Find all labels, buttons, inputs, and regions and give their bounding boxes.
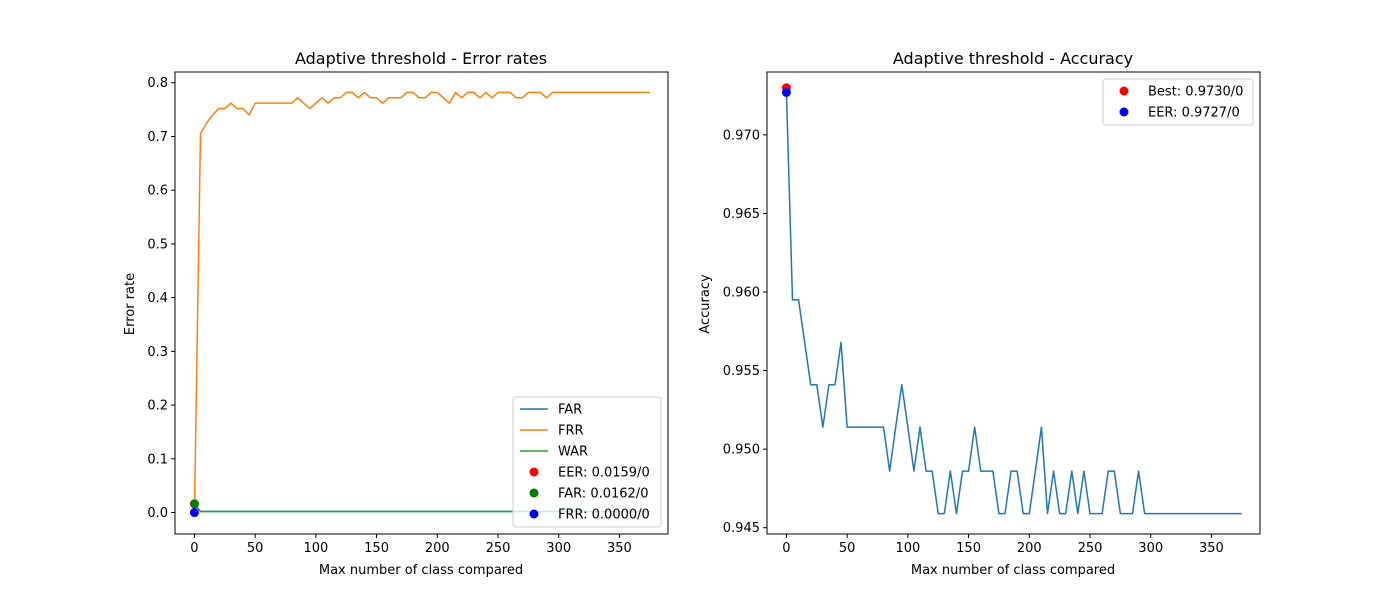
error-rates-legend: FAR FRR WAR EER: 0.0159/0 FAR: 0.0162/0 FRR: … [512, 396, 662, 528]
error-rates-marker-2 [189, 508, 199, 518]
error-rates-legend-point-label-2: FRR: 0.0000/0 [558, 508, 650, 523]
error-rates-ytick-label: 0.2 [147, 399, 168, 414]
accuracy-marker-1 [781, 87, 791, 97]
accuracy-xtick-label: 0 [782, 541, 790, 556]
accuracy-xtick-label: 350 [1199, 541, 1224, 556]
error-rates-legend-label-war: WAR [558, 445, 588, 460]
accuracy-legend-point-label-1: EER: 0.9727/0 [1148, 106, 1240, 121]
accuracy-title: Adaptive threshold - Accuracy [893, 49, 1133, 68]
accuracy-legend: Best: 0.9730/0 EER: 0.9727/0 [1102, 78, 1254, 126]
error-rates-legend-marker-2 [529, 509, 539, 519]
error-rates-xtick-label: 0 [190, 541, 198, 556]
error-rates-xtick-label: 300 [546, 541, 571, 556]
error-rates-legend-point-label-0: EER: 0.0159/0 [558, 466, 650, 481]
error-rates-xtick-label: 350 [607, 541, 632, 556]
accuracy-ytick-label: 0.950 [723, 443, 760, 458]
accuracy-ytick-label: 0.945 [723, 521, 760, 536]
error-rates-xtick-label: 250 [486, 541, 511, 556]
error-rates-ticks: 0 50 100 150 200 250 300 350 0.0 0.1 0.2 0.3 0.4 0.5 0… [147, 76, 632, 556]
error-rates-ylabel: Error rate [123, 273, 138, 335]
error-rates-legend-label-frr: FRR [558, 424, 584, 439]
error-rates-xtick-label: 100 [303, 541, 328, 556]
accuracy-xtick-label: 100 [895, 541, 920, 556]
accuracy-ytick-label: 0.955 [723, 364, 760, 379]
accuracy-xtick-label: 50 [839, 541, 856, 556]
error-rates-panel: Adaptive threshold - Error rates Max num… [123, 49, 669, 578]
error-rates-axes-frame [174, 71, 669, 535]
error-rates-xtick-label: 150 [364, 541, 389, 556]
accuracy-marks [781, 83, 1242, 515]
accuracy-legend-marker-0 [1119, 86, 1129, 96]
error-rates-legend-label-far: FAR [558, 403, 582, 418]
accuracy-xtick-label: 150 [956, 541, 981, 556]
accuracy-xtick-label: 200 [1017, 541, 1042, 556]
error-rates-xlabel: Max number of class compared [319, 563, 523, 578]
error-rates-xtick-label: 200 [425, 541, 450, 556]
error-rates-ytick-label: 0.3 [147, 345, 168, 360]
error-rates-legend-marker-1 [529, 488, 539, 498]
accuracy-xtick-label: 250 [1078, 541, 1103, 556]
error-rates-ytick-label: 0.6 [147, 184, 168, 199]
error-rates-ytick-label: 0.4 [147, 291, 168, 306]
error-rates-xtick-label: 50 [247, 541, 264, 556]
accuracy-ticks: 0 50 100 150 200 250 300 350 0.945 0.950 0.955 0.96… [723, 128, 1224, 556]
accuracy-ytick-label: 0.970 [723, 128, 760, 143]
error-rates-legend-box [512, 396, 662, 528]
error-rates-ytick-label: 0.5 [147, 237, 168, 252]
error-rates-legend-marker-0 [529, 467, 539, 477]
accuracy-ytick-label: 0.965 [723, 207, 760, 222]
accuracy-legend-point-label-0: Best: 0.9730/0 [1148, 85, 1243, 100]
accuracy-axes-frame [766, 71, 1261, 535]
accuracy-legend-marker-1 [1119, 107, 1129, 117]
error-rates-ytick-label: 0.0 [147, 506, 168, 521]
accuracy-ylabel: Accuracy [698, 274, 713, 334]
accuracy-panel: Adaptive threshold - Accuracy Max number… [698, 49, 1261, 578]
accuracy-xtick-label: 300 [1138, 541, 1163, 556]
accuracy-series-accuracy-line [785, 92, 1242, 515]
error-rates-title: Adaptive threshold - Error rates [295, 49, 547, 68]
error-rates-marks [189, 91, 650, 518]
error-rates-series-frr-line [193, 91, 650, 513]
error-rates-ytick-label: 0.7 [147, 130, 168, 145]
accuracy-xlabel: Max number of class compared [911, 563, 1115, 578]
error-rates-marker-1 [189, 499, 199, 509]
error-rates-ytick-label: 0.8 [147, 76, 168, 91]
error-rates-ytick-label: 0.1 [147, 452, 168, 467]
error-rates-legend-point-label-1: FAR: 0.0162/0 [558, 487, 648, 502]
accuracy-legend-box [1102, 78, 1254, 126]
accuracy-ytick-label: 0.960 [723, 286, 760, 301]
